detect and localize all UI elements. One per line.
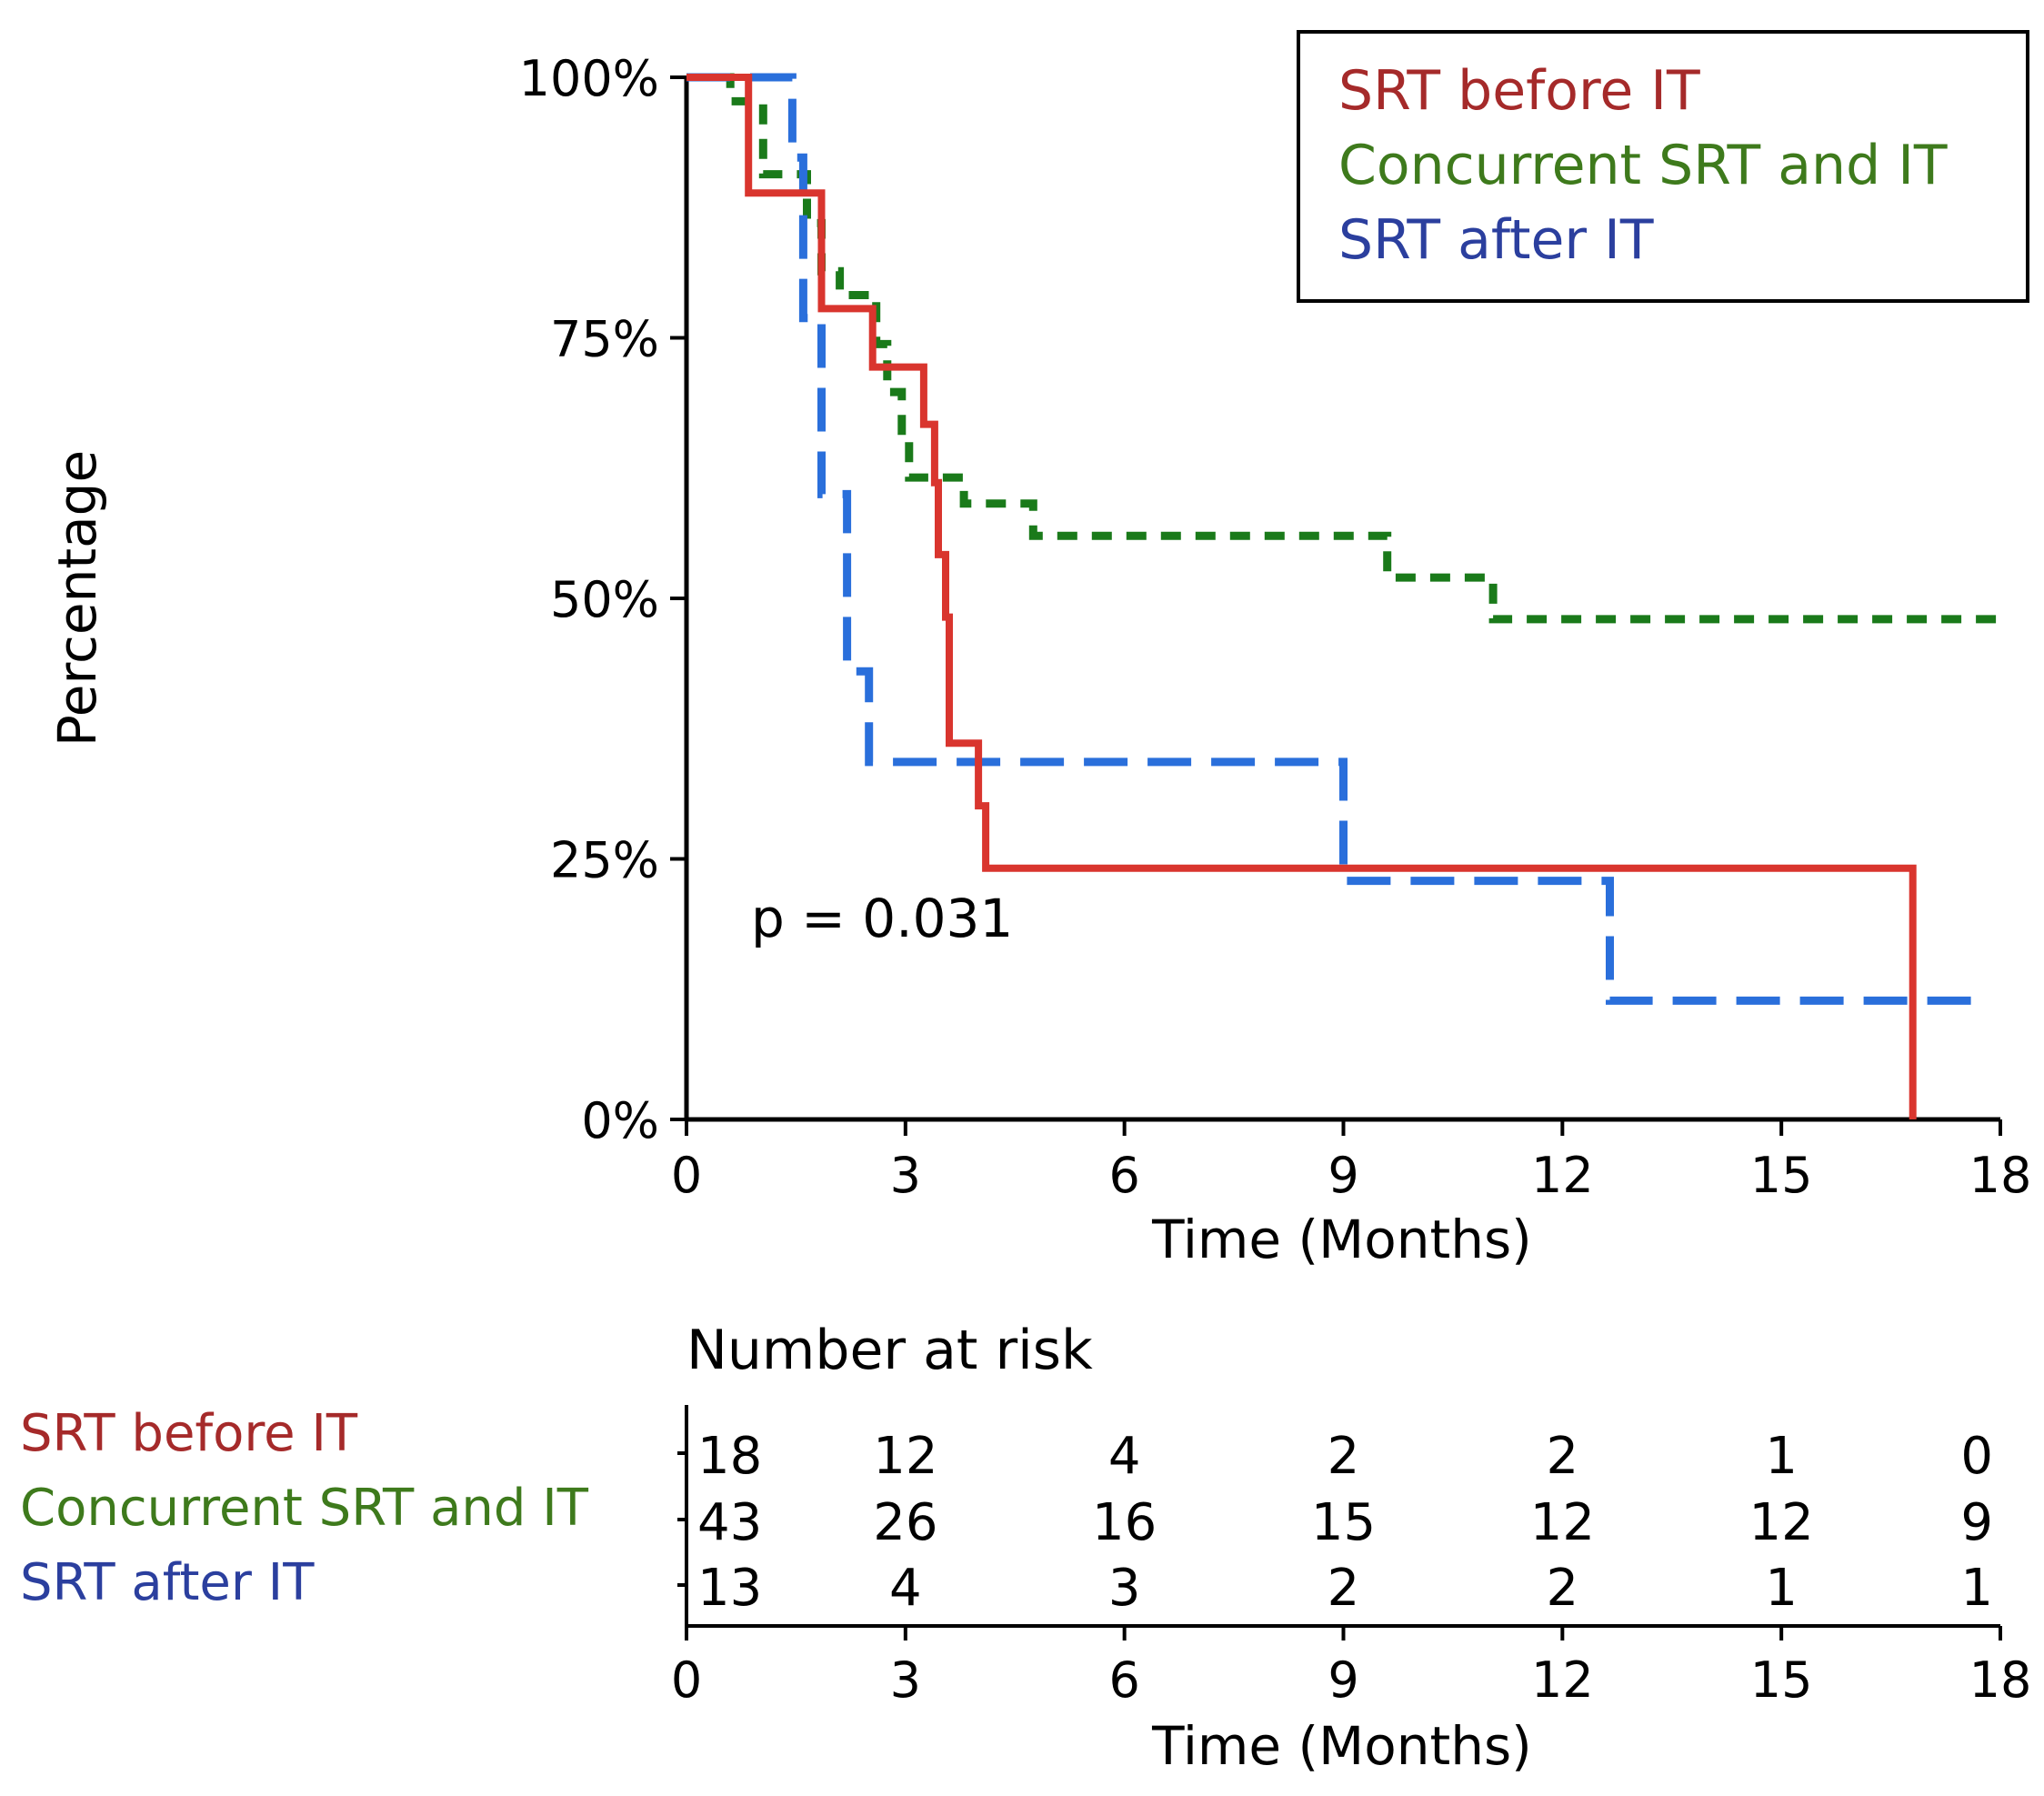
x-tick-label: 12: [1531, 1147, 1594, 1204]
risk-cell: 26: [873, 1493, 937, 1552]
legend-entry-concurrent-srt-and-it: Concurrent SRT and IT: [1338, 134, 1948, 197]
p-value-annotation: p = 0.031: [751, 888, 1013, 949]
y-tick-label: 50%: [550, 571, 659, 628]
risk-x-tick-label: 3: [890, 1651, 921, 1709]
risk-x-tick-label: 18: [1969, 1651, 2032, 1709]
x-ticks: 0 3 6 9 12 15 18: [671, 1119, 2032, 1204]
risk-cell: 2: [1328, 1427, 1360, 1486]
risk-x-tick-label: 0: [671, 1651, 702, 1709]
risk-cell: 12: [1749, 1493, 1814, 1552]
risk-table-x-ticks: 0 3 6 9 12 15 18: [671, 1626, 2032, 1709]
risk-table: Number at risk SRT before IT Concurrent …: [20, 1319, 2031, 1777]
y-ticks: 0% 25% 50% 75% 100%: [519, 50, 686, 1149]
risk-x-tick-label: 6: [1108, 1651, 1139, 1709]
risk-x-tick-label: 12: [1531, 1651, 1594, 1709]
y-tick-label: 100%: [519, 50, 659, 107]
risk-x-tick-label: 15: [1750, 1651, 1813, 1709]
risk-row-label-srt-before-it: SRT before IT: [20, 1404, 358, 1463]
legend-entry-srt-after-it: SRT after IT: [1338, 208, 1654, 272]
risk-cell: 4: [889, 1559, 922, 1618]
risk-cell: 18: [697, 1427, 762, 1486]
risk-cell: 13: [697, 1559, 762, 1618]
x-tick-label: 3: [890, 1147, 921, 1204]
risk-cell: 15: [1311, 1493, 1376, 1552]
survival-curves: [686, 73, 2000, 1119]
risk-cell: 1: [1765, 1559, 1798, 1618]
risk-row-label-concurrent-srt-and-it: Concurrent SRT and IT: [20, 1479, 589, 1538]
x-tick-label: 6: [1108, 1147, 1139, 1204]
risk-table-title: Number at risk: [686, 1319, 1093, 1382]
series-line-srt-after-it: [686, 73, 1989, 1005]
risk-row-label-srt-after-it: SRT after IT: [20, 1553, 315, 1612]
risk-cell: 1: [1960, 1559, 1993, 1618]
series-line-srt-before-it: [686, 74, 1917, 1119]
plot-area: 0% 25% 50% 75% 100% 0 3 6 9 12 15 18 Percentage Ti…: [46, 50, 2031, 1270]
risk-cell: 1: [1765, 1427, 1798, 1486]
y-tick-label: 25%: [550, 832, 659, 889]
y-axis-label: Percentage: [46, 450, 108, 747]
risk-cell: 16: [1092, 1493, 1157, 1552]
risk-cell: 43: [697, 1493, 762, 1552]
y-tick-label: 0%: [581, 1092, 659, 1149]
risk-cell: 12: [1530, 1493, 1595, 1552]
legend-entry-srt-before-it: SRT before IT: [1338, 59, 1700, 123]
x-tick-label: 18: [1969, 1147, 2032, 1204]
y-tick-label: 75%: [550, 311, 659, 368]
x-tick-label: 9: [1328, 1147, 1358, 1204]
legend-box: [1297, 30, 2029, 303]
risk-table-cells: 18 12 4 2 2 1 043 26 16 15 12 12 913 4 3 2 2 1 1: [677, 1427, 1993, 1618]
risk-cell: 0: [1960, 1427, 1993, 1486]
risk-cell: 12: [873, 1427, 937, 1486]
risk-cell: 2: [1328, 1559, 1360, 1618]
risk-cell: 2: [1547, 1427, 1579, 1486]
risk-x-tick-label: 9: [1328, 1651, 1358, 1709]
x-tick-label: 15: [1750, 1147, 1813, 1204]
risk-cell: 3: [1108, 1559, 1141, 1618]
x-tick-label: 0: [671, 1147, 702, 1204]
risk-cell: 2: [1547, 1559, 1579, 1618]
risk-cell: 4: [1108, 1427, 1141, 1486]
x-axis-label: Time (Months): [1151, 1209, 1532, 1270]
legend: SRT before IT Concurrent SRT and IT SRT …: [1297, 30, 2029, 303]
risk-table-x-axis-label: Time (Months): [1151, 1715, 1532, 1777]
risk-cell: 9: [1960, 1493, 1993, 1552]
